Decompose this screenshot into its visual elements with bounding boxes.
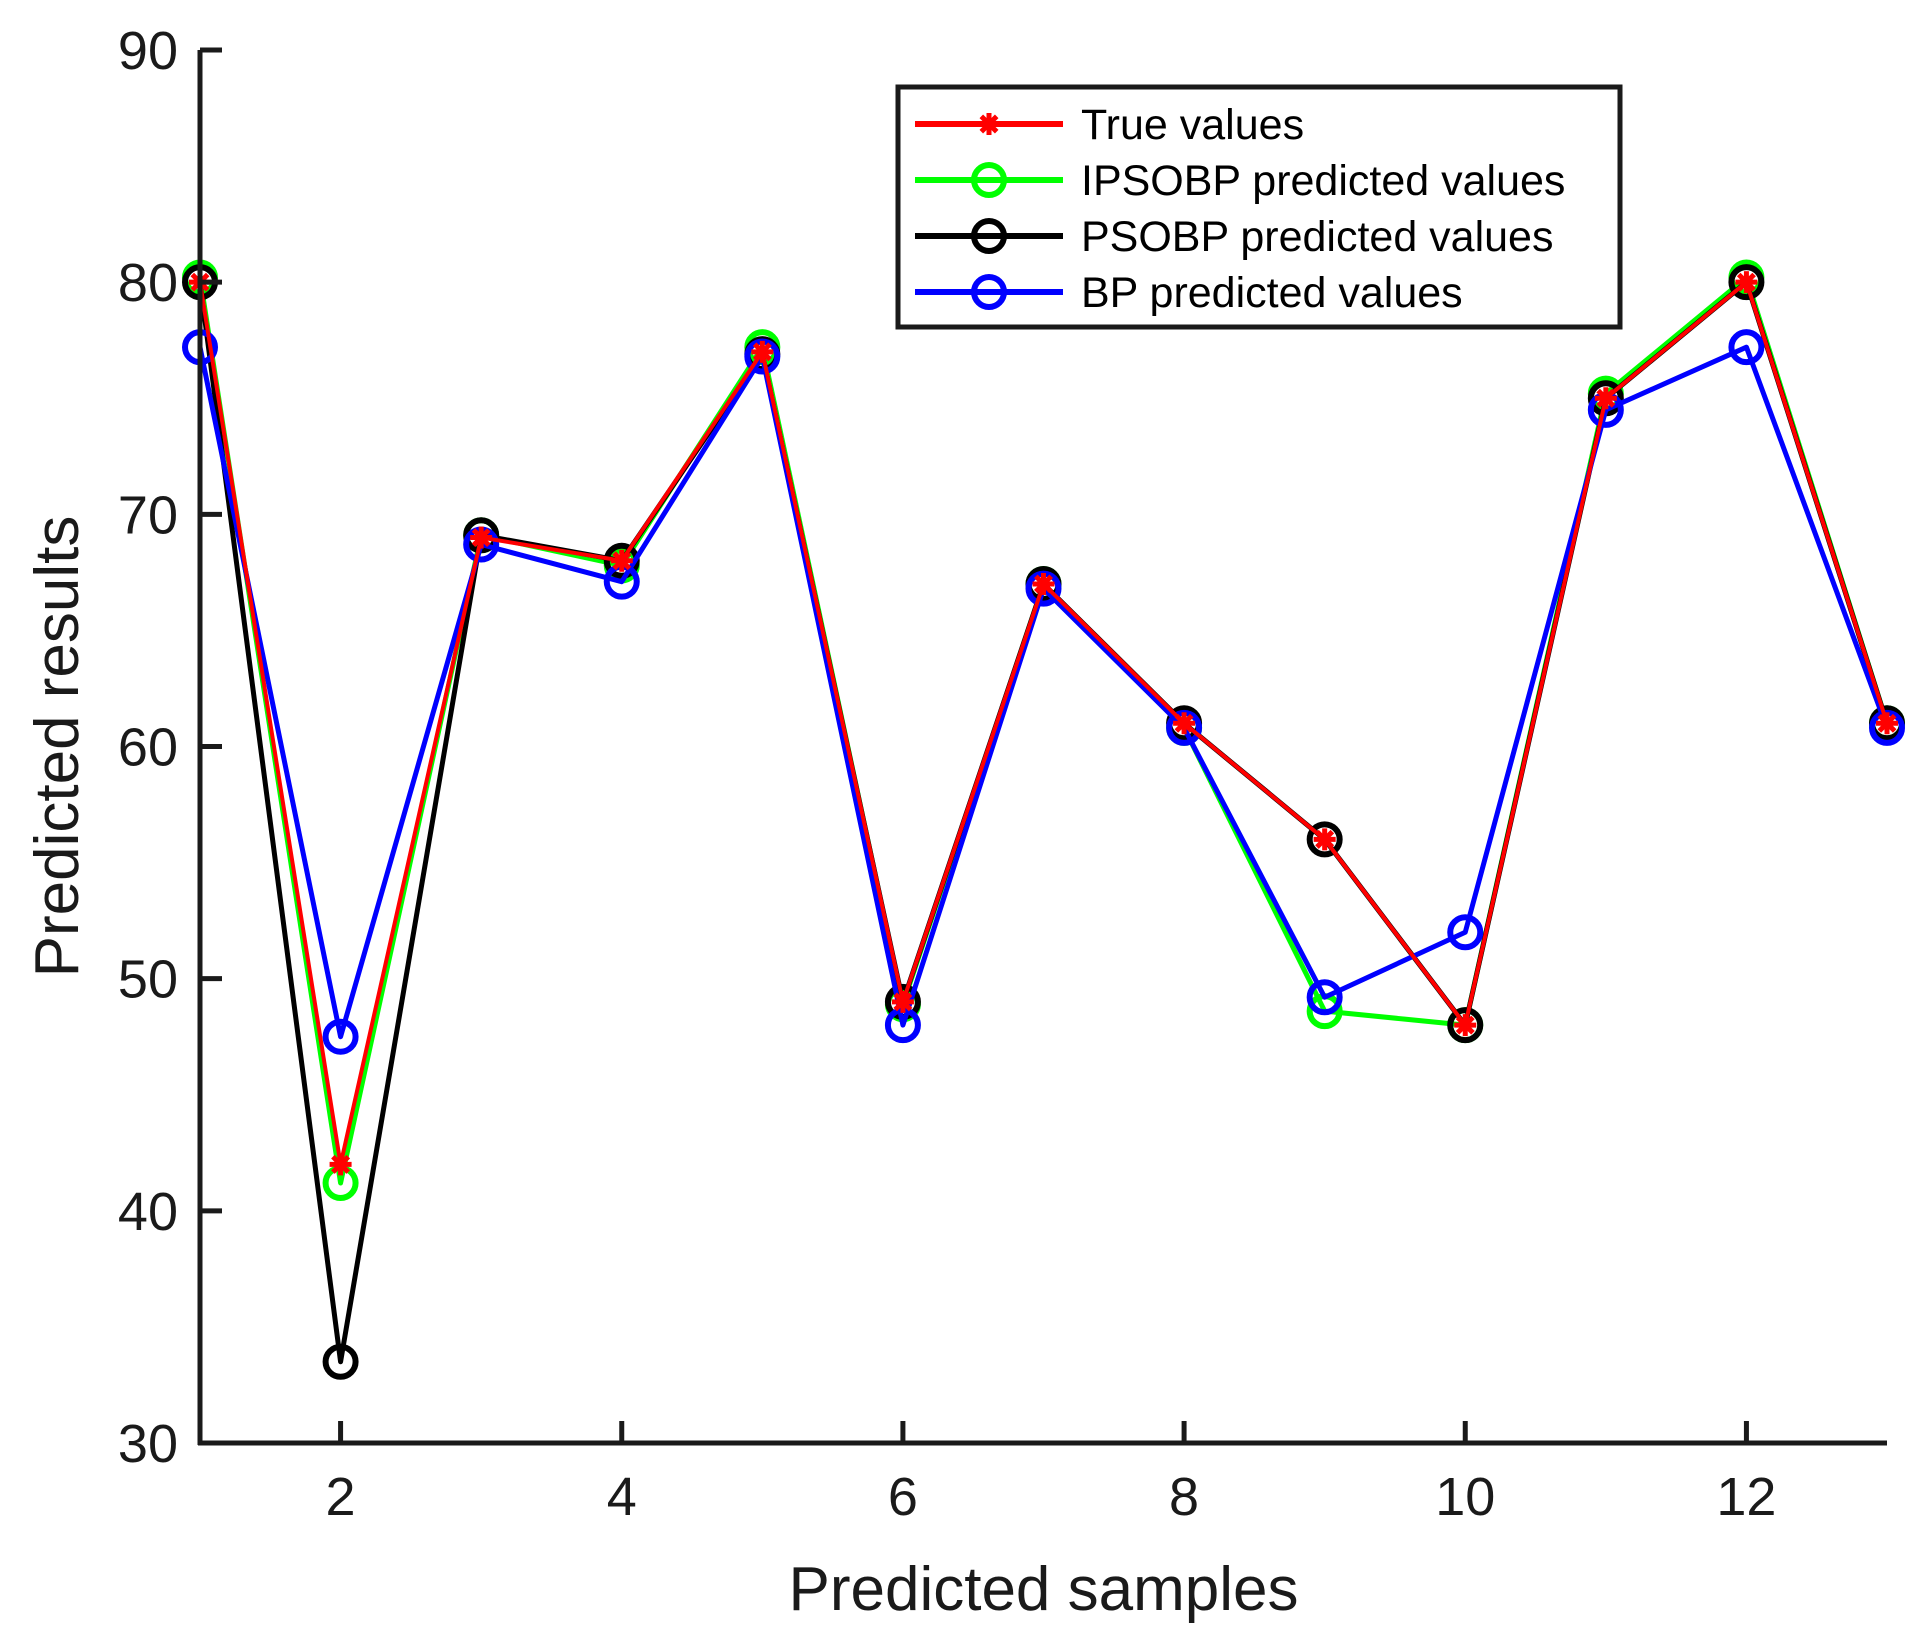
- x-tick-label: 2: [326, 1467, 356, 1527]
- data-point: [1313, 828, 1336, 851]
- x-ticks: 2 4 6 8 10 12: [326, 1421, 1776, 1527]
- series-line: [197, 279, 1890, 1365]
- legend-entry: PSOBP predicted values: [915, 213, 1553, 261]
- series-bp-predicted-values: [182, 329, 1905, 1055]
- series-layer: [182, 259, 1905, 1380]
- data-point: [329, 1153, 352, 1176]
- legend-entry: BP predicted values: [915, 269, 1463, 317]
- legend-label: PSOBP predicted values: [1081, 213, 1553, 261]
- data-point: [1735, 271, 1758, 294]
- series-ipsobp-predicted-values: [182, 259, 1905, 1201]
- data-point: [1728, 264, 1765, 301]
- data-point: [751, 340, 774, 363]
- data-point: [610, 549, 633, 572]
- data-point: [891, 990, 914, 1013]
- legend-entry: True values: [915, 101, 1304, 149]
- data-point: [322, 1018, 359, 1055]
- data-point: [1447, 1007, 1484, 1044]
- data-point: [470, 526, 493, 549]
- series-psobp-predicted-values: [182, 264, 1905, 1380]
- data-point: [1306, 821, 1343, 858]
- legend-marker: [971, 218, 1007, 254]
- y-axis-title: Predicted results: [23, 516, 92, 978]
- y-tick-label: 30: [118, 1414, 178, 1474]
- legend-label: True values: [1081, 101, 1304, 149]
- data-point: [322, 1343, 359, 1380]
- series-line: [197, 275, 1890, 1186]
- data-point: [1173, 712, 1196, 735]
- x-tick-label: 4: [607, 1467, 637, 1527]
- data-point: [1306, 979, 1343, 1016]
- legend-marker: [978, 113, 1000, 135]
- legend-entries: True values IPSOBP predicted values PSOBP …: [915, 101, 1565, 317]
- legend-label: BP predicted values: [1081, 269, 1463, 317]
- legend: True values IPSOBP predicted values PSOBP …: [895, 84, 1623, 330]
- data-point: [1447, 914, 1484, 951]
- y-tick-label: 60: [118, 718, 178, 778]
- legend-entry: IPSOBP predicted values: [915, 157, 1565, 205]
- x-axis-title: Predicted samples: [788, 1555, 1298, 1624]
- x-tick-label: 6: [888, 1467, 918, 1527]
- y-tick-label: 90: [118, 21, 178, 81]
- y-tick-label: 70: [118, 485, 178, 545]
- data-point: [1876, 712, 1898, 735]
- y-tick-label: 50: [118, 950, 178, 1010]
- legend-label: IPSOBP predicted values: [1081, 157, 1565, 205]
- data-point: [1728, 329, 1765, 366]
- data-point: [1594, 387, 1617, 410]
- y-tick-label: 80: [118, 253, 178, 313]
- data-point: [1032, 572, 1055, 595]
- x-tick-label: 12: [1716, 1467, 1776, 1527]
- y-tick-label: 40: [118, 1182, 178, 1242]
- x-tick-label: 8: [1169, 1467, 1199, 1527]
- x-tick-label: 10: [1435, 1467, 1495, 1527]
- series-line: [198, 280, 1889, 1167]
- y-ticks: 30 40 50 60 70 80 90: [118, 21, 222, 1474]
- legend-marker: [971, 162, 1007, 198]
- series-true-values: [189, 271, 1898, 1176]
- data-point: [1454, 1014, 1477, 1037]
- legend-marker: [971, 274, 1007, 310]
